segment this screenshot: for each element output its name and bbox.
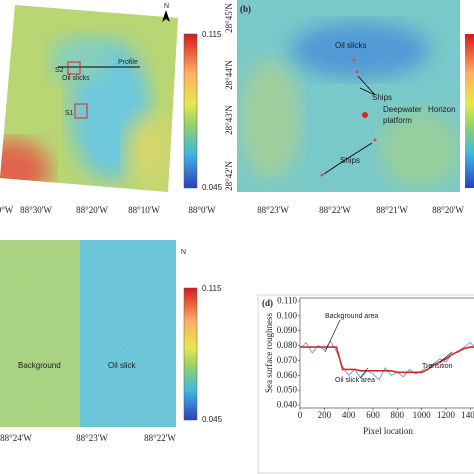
x-tick-label: 88°30'W [20,205,52,215]
annotation: Deepwater [383,105,422,114]
x-tick-label: 88°22'W [144,433,176,443]
s1-label: S1 [65,110,74,117]
y-axis-label: Sea surface roughness [264,313,274,393]
x-tick-label: 88°23'W [76,433,108,443]
panel-c-image [0,240,176,427]
colorbar-min: 0.045 [202,415,223,424]
annotation: Horizon [428,105,456,114]
panel-d-frame [257,294,474,474]
x-tick-label: 600 [366,410,380,420]
colorbar-min: 0.045 [202,183,223,192]
x-tick-label: 88°22'W [319,205,351,215]
y-tick-label: 0.100 [277,310,298,320]
colorbar [465,34,474,188]
panel-label: (d) [262,298,273,308]
x-labels: 88°24'W 88°23'W 88°22'W [0,433,176,443]
colorbar-max: 0.115 [202,284,222,293]
annotation: Oil slick [108,361,137,370]
annotation: Transition [422,363,453,370]
profile-label: Profile [118,59,138,66]
y-tick-label: 0.080 [277,340,298,350]
series-line [300,346,474,374]
y-labels: 28°45'N 28°44'N 28°43'N 28°42'N [224,3,234,191]
colorbar [183,33,198,189]
x-tick-label: 1200 [437,410,456,420]
annotation: Oil slicks [335,41,367,50]
y-tick-label: 0.070 [277,355,298,365]
x-tick-label: 0 [298,410,303,420]
x-tick-label: 0°W [0,205,14,215]
x-labels: 0°W 88°30'W 88°20'W 88°10'W 88°0'W [0,205,216,215]
y-tick-label: 0.050 [277,385,298,395]
annotation: Ships [340,156,360,165]
x-tick-label: 200 [318,410,332,420]
x-tick-label: 88°10'W [128,205,160,215]
y-tick-label: 0.060 [277,370,298,380]
y-tick-label: 28°42'N [224,161,234,191]
s2-label: S2 [55,67,64,74]
x-tick-label: 1400 [461,410,474,420]
annotation: Oil slick area [335,377,375,384]
x-tick-label: 88°24'W [0,433,32,443]
x-tick-label: 800 [391,410,405,420]
panel-label: (b) [240,4,251,14]
annotation: Background [18,361,61,370]
x-tick-label: 88°23'W [257,205,289,215]
plot-frame [299,297,474,409]
y-tick-label: 0.090 [277,325,298,335]
colorbar [183,287,198,421]
oil-slicks-label: Oil slicks [62,75,90,82]
x-axis-label: Pixel location [363,426,413,436]
x-tick-label: 1000 [413,410,432,420]
x-labels: 88°23'W 88°22'W 88°21'W 88°20'W [257,205,464,215]
y-tick-label: 28°44'N [224,60,234,90]
panel-a-image [0,5,178,192]
x-tick-label: 400 [342,410,356,420]
x-tick-label: 88°21'W [376,205,408,215]
annotation-arrow [324,319,453,379]
plot: 0.040 0.050 0.060 0.070 0.080 0.090 0.100 0.110… [277,295,474,420]
x-tick-label: 88°20'W [76,205,108,215]
y-tick-label: 28°43'N [224,105,234,135]
y-tick-label: 0.110 [277,295,297,305]
north-label: N [164,3,169,10]
annotation: platform [383,116,412,125]
annotation: Background area [325,313,378,320]
panel-b-image [237,0,460,192]
north-label: N [181,249,186,256]
annotation: Ships [372,93,392,102]
colorbar-max: 0.115 [202,30,222,39]
x-tick-label: 88°0'W [188,205,216,215]
y-tick-label: 0.040 [277,400,298,410]
y-tick-label: 28°45'N [224,3,234,33]
x-tick-label: 88°20'W [432,205,464,215]
